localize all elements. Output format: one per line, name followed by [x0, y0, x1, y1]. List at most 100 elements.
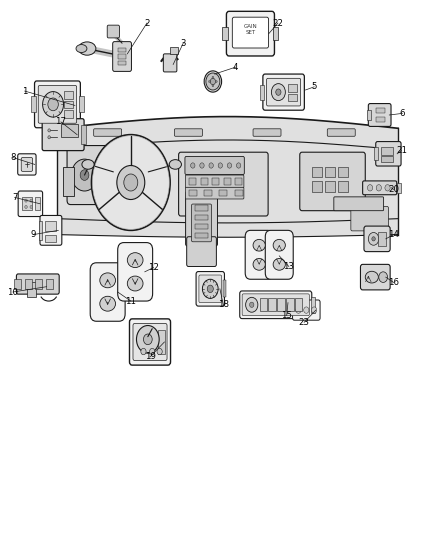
- FancyBboxPatch shape: [185, 187, 244, 199]
- Ellipse shape: [78, 42, 96, 55]
- FancyBboxPatch shape: [18, 191, 42, 216]
- Bar: [61, 124, 78, 137]
- Bar: [325, 166, 335, 177]
- FancyBboxPatch shape: [16, 274, 59, 294]
- FancyBboxPatch shape: [351, 206, 389, 231]
- Circle shape: [215, 80, 217, 83]
- Bar: [46, 279, 53, 289]
- FancyBboxPatch shape: [163, 54, 177, 72]
- Text: 2: 2: [144, 19, 150, 28]
- Bar: [35, 197, 40, 210]
- Bar: [223, 280, 226, 297]
- Circle shape: [379, 272, 388, 282]
- Bar: [27, 282, 35, 297]
- FancyBboxPatch shape: [185, 175, 244, 188]
- FancyBboxPatch shape: [263, 74, 304, 110]
- Bar: [374, 147, 378, 160]
- Circle shape: [227, 163, 232, 168]
- Circle shape: [42, 92, 64, 117]
- Bar: [79, 96, 84, 112]
- Circle shape: [368, 232, 379, 245]
- Bar: [204, 190, 212, 196]
- Ellipse shape: [273, 259, 286, 270]
- Bar: [189, 177, 196, 185]
- Bar: [338, 166, 348, 177]
- FancyBboxPatch shape: [242, 294, 309, 316]
- Bar: [14, 279, 21, 289]
- Circle shape: [237, 163, 241, 168]
- Text: 9: 9: [31, 230, 36, 239]
- FancyBboxPatch shape: [376, 142, 401, 166]
- Circle shape: [311, 307, 317, 313]
- Ellipse shape: [204, 71, 222, 92]
- Text: 15: 15: [281, 311, 292, 320]
- Text: 18: 18: [218, 300, 229, 309]
- FancyBboxPatch shape: [265, 230, 293, 279]
- Bar: [376, 108, 385, 113]
- Circle shape: [113, 169, 122, 180]
- Ellipse shape: [100, 296, 116, 311]
- Text: 13: 13: [283, 262, 294, 271]
- FancyBboxPatch shape: [293, 300, 320, 320]
- Bar: [189, 190, 197, 196]
- Circle shape: [48, 136, 50, 139]
- Bar: [311, 297, 315, 313]
- FancyBboxPatch shape: [245, 230, 273, 279]
- FancyBboxPatch shape: [226, 11, 275, 56]
- Text: 12: 12: [148, 263, 159, 272]
- Ellipse shape: [127, 253, 143, 268]
- Circle shape: [208, 80, 210, 83]
- Ellipse shape: [127, 276, 143, 291]
- FancyBboxPatch shape: [240, 291, 312, 319]
- Text: 20: 20: [388, 185, 399, 194]
- Text: 19: 19: [145, 352, 155, 361]
- Circle shape: [71, 159, 98, 191]
- Bar: [118, 54, 127, 59]
- FancyBboxPatch shape: [185, 157, 244, 174]
- Circle shape: [191, 163, 195, 168]
- Bar: [325, 181, 335, 192]
- Circle shape: [48, 129, 50, 132]
- Text: 1: 1: [22, 86, 28, 95]
- Circle shape: [124, 174, 138, 191]
- Bar: [219, 190, 227, 196]
- Text: 14: 14: [388, 230, 399, 239]
- FancyBboxPatch shape: [196, 271, 224, 306]
- Circle shape: [304, 307, 309, 313]
- Bar: [260, 85, 264, 100]
- Circle shape: [92, 135, 170, 230]
- Circle shape: [30, 205, 32, 208]
- Circle shape: [218, 163, 223, 168]
- FancyBboxPatch shape: [364, 226, 390, 252]
- Bar: [35, 279, 42, 289]
- Bar: [64, 101, 73, 108]
- FancyBboxPatch shape: [94, 129, 122, 136]
- Circle shape: [105, 159, 131, 191]
- Text: GAIN: GAIN: [244, 23, 257, 29]
- Circle shape: [117, 165, 145, 199]
- Circle shape: [200, 163, 204, 168]
- Circle shape: [212, 85, 214, 87]
- Circle shape: [212, 76, 214, 78]
- Circle shape: [157, 349, 162, 355]
- Bar: [195, 233, 208, 238]
- Bar: [378, 232, 386, 246]
- FancyBboxPatch shape: [363, 181, 397, 195]
- FancyBboxPatch shape: [67, 146, 135, 205]
- FancyBboxPatch shape: [199, 275, 222, 303]
- Text: 21: 21: [396, 146, 407, 155]
- FancyBboxPatch shape: [38, 85, 77, 123]
- FancyBboxPatch shape: [107, 25, 120, 38]
- FancyBboxPatch shape: [133, 324, 167, 361]
- Bar: [294, 298, 302, 311]
- FancyBboxPatch shape: [300, 152, 365, 211]
- Bar: [260, 298, 268, 311]
- Circle shape: [144, 334, 152, 345]
- Bar: [25, 279, 32, 289]
- Bar: [63, 167, 74, 196]
- FancyBboxPatch shape: [360, 264, 390, 290]
- Bar: [312, 181, 321, 192]
- Circle shape: [48, 98, 58, 111]
- Circle shape: [80, 169, 89, 180]
- Ellipse shape: [253, 239, 265, 251]
